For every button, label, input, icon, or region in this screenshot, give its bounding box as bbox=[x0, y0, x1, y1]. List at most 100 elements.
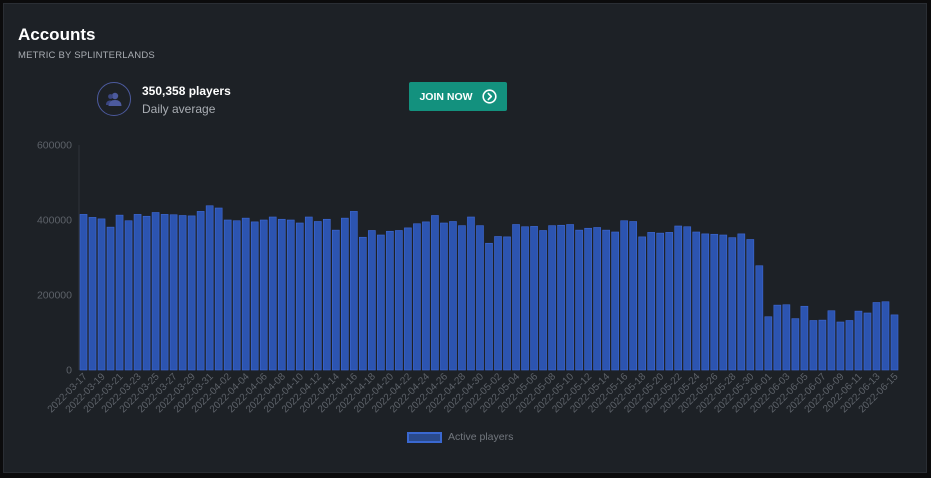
bar[interactable] bbox=[88, 217, 97, 371]
bar[interactable] bbox=[458, 225, 466, 371]
bar[interactable] bbox=[656, 232, 665, 371]
bar[interactable] bbox=[503, 236, 511, 371]
bar[interactable] bbox=[566, 224, 574, 371]
bar[interactable] bbox=[232, 220, 241, 371]
bar[interactable] bbox=[241, 217, 250, 371]
bar[interactable] bbox=[124, 220, 133, 371]
bar[interactable] bbox=[809, 320, 818, 371]
bar[interactable] bbox=[331, 229, 340, 371]
bar[interactable] bbox=[304, 216, 313, 371]
bar[interactable] bbox=[665, 232, 674, 371]
bar[interactable] bbox=[223, 219, 232, 371]
bar[interactable] bbox=[205, 205, 214, 371]
bar[interactable] bbox=[728, 237, 737, 371]
bar[interactable] bbox=[521, 226, 529, 371]
bar[interactable] bbox=[764, 316, 773, 371]
bar[interactable] bbox=[151, 212, 160, 371]
bar[interactable] bbox=[395, 230, 403, 371]
bar[interactable] bbox=[827, 310, 836, 371]
bar[interactable] bbox=[133, 214, 142, 371]
bar[interactable] bbox=[701, 233, 710, 371]
bar[interactable] bbox=[250, 221, 259, 371]
bar[interactable] bbox=[277, 218, 286, 371]
bar[interactable] bbox=[854, 310, 863, 371]
bar[interactable] bbox=[413, 223, 421, 371]
bar[interactable] bbox=[341, 217, 349, 371]
bar[interactable] bbox=[719, 234, 728, 371]
bar[interactable] bbox=[494, 236, 502, 371]
bar[interactable] bbox=[674, 225, 683, 371]
chevron-right-circle-icon bbox=[481, 89, 497, 104]
bar[interactable] bbox=[575, 229, 583, 371]
bar[interactable] bbox=[485, 242, 493, 371]
bar[interactable] bbox=[602, 229, 610, 371]
bar[interactable] bbox=[881, 301, 890, 371]
bar[interactable] bbox=[368, 230, 376, 371]
bar[interactable] bbox=[476, 225, 484, 371]
bar[interactable] bbox=[836, 321, 845, 371]
bar[interactable] bbox=[322, 218, 331, 371]
bar[interactable] bbox=[440, 222, 448, 371]
bar[interactable] bbox=[818, 319, 827, 371]
bar[interactable] bbox=[755, 265, 764, 371]
bar[interactable] bbox=[548, 225, 556, 371]
bar[interactable] bbox=[106, 226, 115, 371]
bar[interactable] bbox=[863, 312, 872, 371]
bar[interactable] bbox=[196, 211, 205, 371]
bar[interactable] bbox=[557, 224, 565, 371]
bar[interactable] bbox=[710, 233, 719, 371]
bar[interactable] bbox=[286, 219, 295, 371]
bar[interactable] bbox=[773, 304, 782, 371]
bar[interactable] bbox=[169, 214, 178, 371]
bar[interactable] bbox=[530, 226, 538, 371]
bar[interactable] bbox=[214, 207, 223, 371]
bar[interactable] bbox=[386, 230, 394, 371]
bar[interactable] bbox=[377, 234, 385, 371]
bar[interactable] bbox=[79, 214, 88, 371]
bar[interactable] bbox=[683, 226, 692, 371]
bar[interactable] bbox=[611, 231, 619, 371]
card-subtitle: METRIC BY SPLINTERLANDS bbox=[18, 50, 155, 61]
bar[interactable] bbox=[359, 236, 367, 371]
bar[interactable] bbox=[142, 215, 151, 371]
join-now-button[interactable]: JOIN NOW bbox=[409, 82, 507, 111]
bar[interactable] bbox=[782, 304, 791, 371]
bar[interactable] bbox=[647, 232, 656, 371]
bar[interactable] bbox=[791, 318, 800, 371]
bar[interactable] bbox=[890, 314, 899, 371]
bar[interactable] bbox=[268, 216, 277, 371]
bar[interactable] bbox=[692, 231, 701, 371]
bar[interactable] bbox=[431, 215, 439, 371]
chart-legend[interactable]: Active players bbox=[407, 431, 513, 443]
bar[interactable] bbox=[404, 227, 412, 371]
daily-average-value: 350,358 players bbox=[142, 84, 231, 98]
bar[interactable] bbox=[845, 320, 854, 371]
bar[interactable] bbox=[178, 215, 187, 371]
bar[interactable] bbox=[620, 220, 628, 371]
card-title: Accounts bbox=[18, 25, 96, 44]
bar[interactable] bbox=[512, 224, 520, 371]
bar[interactable] bbox=[629, 221, 637, 371]
bar[interactable] bbox=[872, 302, 881, 371]
bar[interactable] bbox=[350, 211, 358, 371]
bar[interactable] bbox=[259, 219, 268, 371]
bar[interactable] bbox=[97, 218, 106, 371]
bar[interactable] bbox=[313, 221, 322, 371]
bar[interactable] bbox=[467, 216, 475, 371]
bar[interactable] bbox=[584, 227, 592, 371]
bar[interactable] bbox=[800, 305, 809, 371]
join-now-label: JOIN NOW bbox=[419, 90, 473, 103]
bar[interactable] bbox=[737, 233, 746, 371]
bar[interactable] bbox=[746, 239, 755, 371]
y-tick-label: 600000 bbox=[37, 140, 72, 152]
bar[interactable] bbox=[593, 227, 601, 371]
bar[interactable] bbox=[187, 215, 196, 371]
bar[interactable] bbox=[422, 221, 430, 371]
y-tick-label: 200000 bbox=[37, 290, 72, 302]
bar[interactable] bbox=[449, 221, 457, 371]
bar[interactable] bbox=[539, 230, 547, 371]
bar[interactable] bbox=[115, 214, 124, 371]
bar[interactable] bbox=[638, 236, 646, 371]
bar[interactable] bbox=[160, 214, 169, 371]
bar[interactable] bbox=[295, 222, 304, 371]
